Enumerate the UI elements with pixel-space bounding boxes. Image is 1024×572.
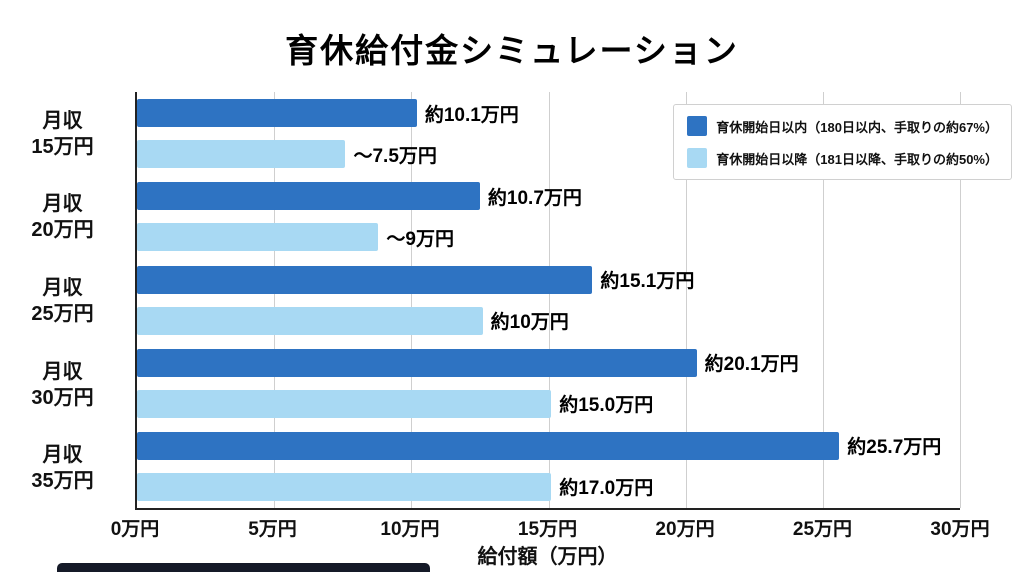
chart-area: 月収 15万円 月収 20万円 月収 25万円 月収 30万円 月収 35万円 xyxy=(0,92,1024,510)
bar-value-label: 約15.0万円 xyxy=(559,395,654,417)
bottom-bar-decoration xyxy=(57,563,430,572)
bar-row: 約25.7万円 xyxy=(137,431,960,460)
y-axis-category: 月収 35万円 xyxy=(0,426,135,510)
bar-after181 xyxy=(137,140,346,169)
bar-value-label: ～7.5万円 xyxy=(353,145,437,167)
x-tick: 5万円 xyxy=(248,519,297,540)
bar-value-label: ～9万円 xyxy=(386,228,454,250)
bar-row: 約10.7万円 xyxy=(137,182,960,211)
y-category-line1: 月収 xyxy=(42,360,83,383)
x-tick: 0万円 xyxy=(110,519,160,540)
gridline xyxy=(822,92,824,508)
y-category-line2: 30万円 xyxy=(31,386,94,409)
legend-label: 育休開始日以降（181日以降、手取りの約50%） xyxy=(716,151,998,167)
y-axis-category: 月収 30万円 xyxy=(0,343,135,427)
bar-row: ～9万円 xyxy=(137,223,960,252)
y-category-line2: 35万円 xyxy=(31,470,94,493)
bar-group-35: 約25.7万円 約17.0万円 xyxy=(137,425,960,508)
bar-first180 xyxy=(137,99,417,128)
gridline xyxy=(548,92,550,508)
bar-group-15: 約10.1万円 ～7.5万円 xyxy=(137,92,960,175)
bar-after181 xyxy=(137,472,552,501)
bar-group-30: 約20.1万円 約15.0万円 xyxy=(137,342,960,425)
bar-value-label: 約20.1万円 xyxy=(704,354,799,376)
gridline xyxy=(685,92,687,508)
legend: 育休開始日以内（180日以内、手取りの約67%） 育休開始日以降（181日以降、… xyxy=(673,104,1012,180)
plot-area: 約10.1万円 ～7.5万円 約10.7万円 ～9万円 xyxy=(135,92,1012,510)
gridline xyxy=(960,92,961,508)
x-tick: 25万円 xyxy=(792,519,853,540)
y-category-line2: 15万円 xyxy=(31,135,94,158)
bar-value-label: 約25.7万円 xyxy=(847,437,942,459)
bar-value-label: 約10.7万円 xyxy=(487,187,582,209)
legend-item: 育休開始日以降（181日以降、手取りの約50%） xyxy=(687,148,998,168)
gridline xyxy=(411,92,413,508)
bar-value-label: 約10.1万円 xyxy=(424,104,519,126)
legend-swatch-light xyxy=(687,148,708,168)
legend-item: 育休開始日以内（180日以内、手取りの約67%） xyxy=(687,116,998,136)
bar-row: 約20.1万円 xyxy=(137,348,960,377)
y-category-line1: 月収 xyxy=(42,193,83,216)
y-axis-labels: 月収 15万円 月収 20万円 月収 25万円 月収 30万円 月収 35万円 xyxy=(0,92,135,510)
y-category-line2: 20万円 xyxy=(31,219,94,242)
y-category-line1: 月収 xyxy=(42,276,83,299)
y-axis-category: 月収 15万円 xyxy=(0,92,135,176)
legend-swatch-dark xyxy=(687,116,708,136)
bar-value-label: 約17.0万円 xyxy=(559,478,654,500)
bar-after181 xyxy=(137,389,552,418)
y-category-line2: 25万円 xyxy=(31,302,94,325)
y-axis-category: 月収 20万円 xyxy=(0,176,135,260)
x-tick: 15万円 xyxy=(517,519,578,540)
bar-row: 約10万円 xyxy=(137,306,960,335)
bar-first180 xyxy=(137,182,480,211)
y-category-line1: 月収 xyxy=(42,444,83,467)
bar-row: 約15.0万円 xyxy=(137,389,960,418)
bar-group-25: 約15.1万円 約10万円 xyxy=(137,258,960,341)
bar-value-label: 約10万円 xyxy=(490,312,569,333)
y-axis-category: 月収 25万円 xyxy=(0,259,135,343)
x-axis-ticks: 0万円 5万円 10万円 15万円 20万円 25万円 30万円 xyxy=(111,514,990,540)
bar-first180 xyxy=(137,265,593,294)
bar-first180 xyxy=(137,431,840,460)
x-axis-title: 給付額（万円） xyxy=(477,546,618,568)
bar-first180 xyxy=(137,348,697,377)
bar-row: 約15.1万円 xyxy=(137,265,960,294)
x-tick: 30万円 xyxy=(930,519,990,540)
legend-label: 育休開始日以内（180日以内、手取りの約67%） xyxy=(716,119,998,135)
bar-row: 約10.1万円 xyxy=(137,99,960,128)
bar-after181 xyxy=(137,306,483,335)
x-tick: 10万円 xyxy=(380,519,440,540)
gridline xyxy=(274,92,276,508)
bar-value-label: 約15.1万円 xyxy=(600,271,695,292)
bar-after181 xyxy=(137,223,379,252)
x-tick: 20万円 xyxy=(655,519,715,540)
bar-groups: 約10.1万円 ～7.5万円 約10.7万円 ～9万円 xyxy=(137,92,960,508)
y-category-line1: 月収 xyxy=(42,109,83,132)
bar-row: 約17.0万円 xyxy=(137,472,960,501)
bar-row: ～7.5万円 xyxy=(137,140,960,169)
chart-title: 育休給付金シミュレーション xyxy=(285,32,739,69)
bar-group-20: 約10.7万円 ～9万円 xyxy=(137,175,960,258)
